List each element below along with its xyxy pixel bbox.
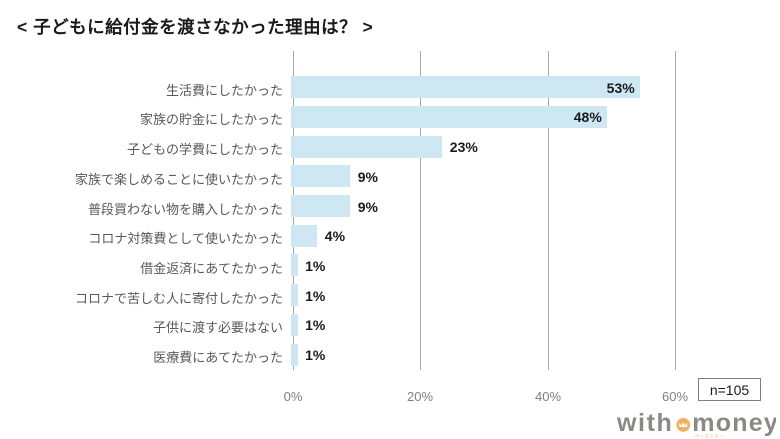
svg-text:ウィズマネー: ウィズマネー — [695, 433, 724, 439]
svg-text:with: with — [617, 409, 671, 437]
